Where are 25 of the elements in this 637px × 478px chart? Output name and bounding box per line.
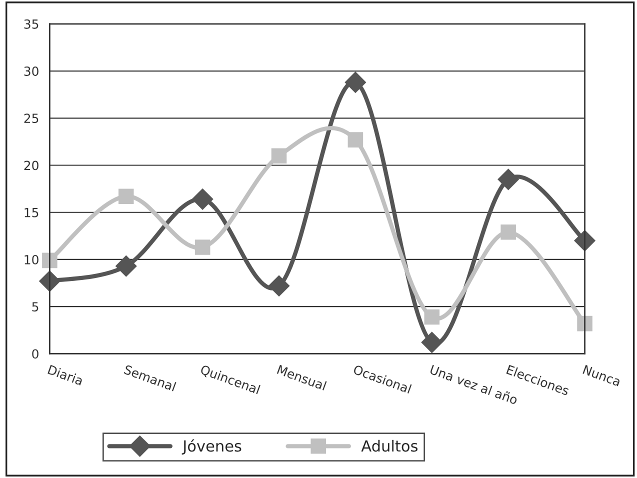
point <box>118 188 134 204</box>
point <box>194 240 210 255</box>
y-tick-label: 35 <box>24 19 38 29</box>
y-tick-label: 25 <box>24 114 38 124</box>
point <box>271 148 287 164</box>
point <box>500 224 516 240</box>
legend-label: Jóvenes <box>182 439 242 455</box>
point <box>577 316 592 332</box>
point <box>421 332 442 353</box>
point <box>42 252 58 268</box>
point <box>348 132 364 148</box>
point <box>424 309 440 325</box>
y-tick-label: 20 <box>24 160 38 170</box>
y-tick-label: 15 <box>24 208 38 218</box>
point <box>344 72 366 93</box>
y-tick-label: 10 <box>24 254 38 264</box>
point <box>192 188 214 210</box>
y-tick-label: 0 <box>32 349 38 359</box>
point <box>268 275 290 296</box>
y-tick-label: 5 <box>32 302 38 312</box>
legend-label: Adultos <box>361 440 418 452</box>
y-tick-label: 30 <box>24 66 38 76</box>
point <box>116 256 137 277</box>
point <box>498 168 519 190</box>
x-tick-label: Diaria <box>48 364 84 386</box>
